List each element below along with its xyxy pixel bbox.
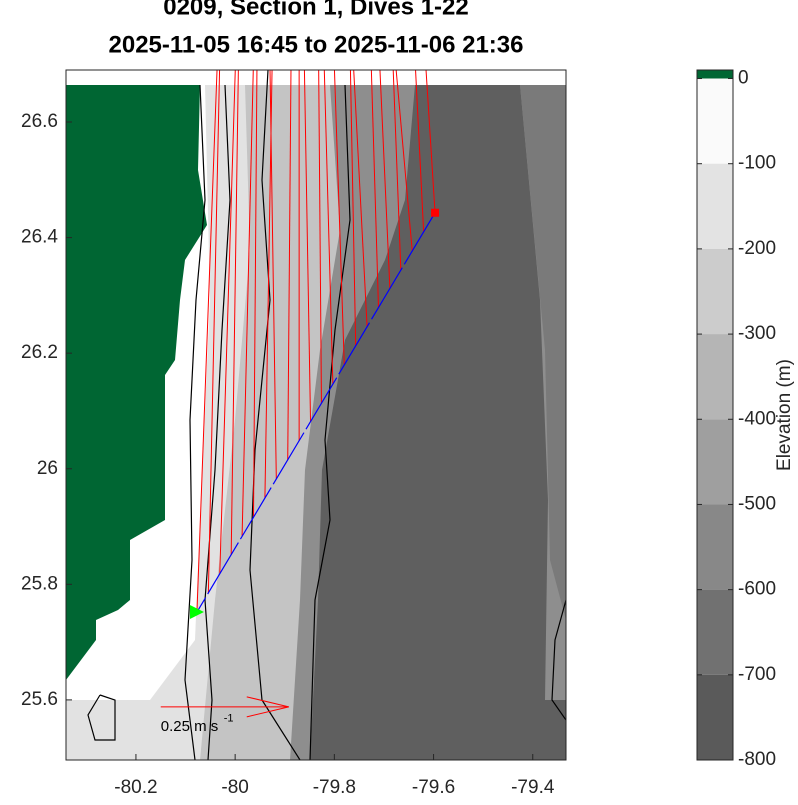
current-vector: [303, 70, 312, 422]
current-vector: [379, 70, 391, 290]
colorbar-tick-label: -200: [738, 238, 776, 259]
colorbar-tick-label: -400: [738, 408, 776, 429]
current-vector: [333, 70, 345, 365]
end-marker: [189, 605, 204, 620]
subtitle: 2025-11-05 16:45 to 2025-11-06 21:36: [109, 31, 524, 58]
y-tick-label: 26.6: [21, 111, 58, 132]
current-vector: [207, 70, 221, 594]
colorbar-tick-label: -500: [738, 493, 776, 514]
title: 0209, Section 1, Dives 1-22: [163, 0, 469, 20]
scale-arrowhead: [246, 696, 289, 718]
colorbar-segment: [697, 504, 733, 590]
current-vector: [287, 70, 292, 461]
colorbar-segment: [697, 163, 733, 249]
current-vector: [370, 70, 379, 309]
colorbar-segment: [697, 78, 733, 164]
contour: [184, 84, 206, 760]
contour: [551, 599, 566, 721]
colorbar-tick-label: -800: [738, 749, 776, 770]
x-tick-label: -79.6: [412, 777, 455, 798]
scale-exponent: -1: [224, 713, 234, 725]
current-vector: [425, 70, 436, 213]
colorbar-tick-label: 0: [738, 68, 749, 89]
colorbar-tick-label: -300: [738, 323, 776, 344]
current-vector: [392, 70, 402, 270]
y-tick-label: 25.6: [21, 689, 58, 710]
colorbar-land: [697, 70, 733, 79]
x-tick-label: -80.2: [114, 777, 157, 798]
colorbar-segment: [697, 334, 733, 420]
current-vector: [323, 70, 334, 384]
current-vector: [196, 70, 218, 613]
x-tick-label: -80: [221, 777, 248, 798]
land: [66, 85, 207, 680]
current-vector: [318, 70, 322, 403]
y-tick-label: 26.2: [21, 342, 58, 363]
colorbar-tick-label: -600: [738, 579, 776, 600]
glider-track: [196, 212, 436, 613]
start-marker: [431, 208, 440, 217]
contour: [309, 84, 351, 760]
current-vector: [219, 70, 236, 574]
y-tick-label: 26.4: [21, 227, 58, 248]
colorbar-tick-label: -700: [738, 664, 776, 685]
y-tick-label: 25.8: [21, 573, 58, 594]
current-vectors: 0.25 m s -1: [160, 70, 440, 735]
ticks: -80.2 -80 -79.8 -79.6 -79.4 25.6 25.8 26 26.2 26.…: [21, 111, 555, 798]
colorbar-segment: [697, 589, 733, 675]
contour: [87, 694, 116, 741]
axes-box: [65, 69, 567, 761]
current-vector: [353, 70, 368, 327]
current-vector: [395, 70, 413, 251]
x-tick-label: -79.4: [511, 777, 555, 798]
scale-label: 0.25 m s: [161, 718, 219, 735]
colorbar-segment: [697, 419, 733, 505]
x-tick-label: -79.8: [313, 777, 356, 798]
deep: [310, 85, 566, 760]
current-vector: [264, 70, 273, 499]
current-vector: [253, 70, 258, 517]
ridge: [520, 85, 566, 620]
colorbar-box: [696, 69, 734, 761]
colorbar: 0 -100 -200 -300 -400 -500 -600 -700 -800: [696, 68, 776, 770]
colorbar-segment: [697, 674, 733, 760]
colorbar-segment: [697, 248, 733, 335]
y-tick-label: 26: [37, 458, 58, 479]
current-vector: [415, 70, 425, 232]
colorbar-label: Elevation (m): [774, 359, 795, 471]
current-vector: [230, 70, 239, 555]
current-vector: [241, 70, 254, 536]
current-vector: [349, 70, 357, 346]
colorbar-tick-label: -100: [738, 153, 776, 174]
contour: [204, 84, 231, 760]
map-area: 0.25 m s -1: [66, 70, 566, 760]
